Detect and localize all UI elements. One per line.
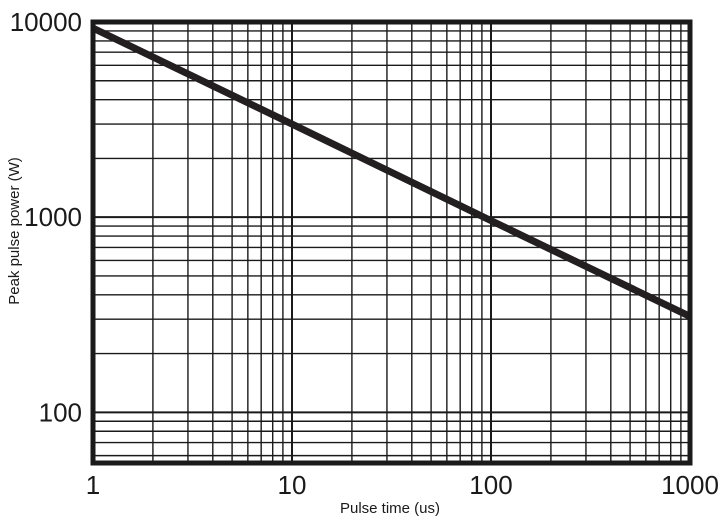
grid-lines [93, 22, 690, 463]
plot-frame [90, 19, 693, 466]
y-axis-label: Peak pulse power (W) [6, 157, 23, 305]
series-line-0 [91, 24, 692, 320]
y-tick-label: 100 [39, 397, 82, 427]
y-tick-label: 10000 [10, 7, 82, 37]
series-group [91, 24, 692, 320]
x-tick-label: 1000 [661, 470, 719, 500]
y-tick-label: 1000 [24, 202, 82, 232]
x-tick-labels: 1 10 100 1000 [86, 470, 719, 500]
x-tick-label: 100 [469, 470, 512, 500]
y-tick-labels: 100 1000 10000 [10, 7, 82, 427]
x-tick-label: 10 [278, 470, 307, 500]
x-axis-label: Pulse time (us) [340, 500, 440, 517]
x-tick-label: 1 [86, 470, 100, 500]
